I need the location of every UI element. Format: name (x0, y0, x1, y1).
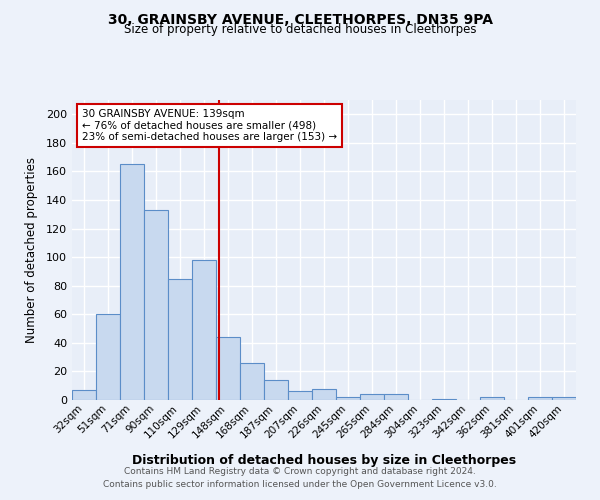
Bar (336, 397, 360, 400)
Bar (240, 363, 264, 400)
Text: 30 GRAINSBY AVENUE: 139sqm
← 76% of detached houses are smaller (498)
23% of sem: 30 GRAINSBY AVENUE: 139sqm ← 76% of deta… (82, 109, 337, 142)
Bar (216, 337, 240, 400)
Y-axis label: Number of detached properties: Number of detached properties (25, 157, 38, 343)
Bar (552, 397, 576, 400)
Bar (312, 388, 336, 400)
Bar (96, 314, 120, 400)
Text: Contains public sector information licensed under the Open Government Licence v3: Contains public sector information licen… (103, 480, 497, 489)
Bar (264, 380, 288, 400)
X-axis label: Distribution of detached houses by size in Cleethorpes: Distribution of detached houses by size … (132, 454, 516, 466)
Bar (432, 398, 456, 400)
Text: Contains HM Land Registry data © Crown copyright and database right 2024.: Contains HM Land Registry data © Crown c… (124, 467, 476, 476)
Text: Size of property relative to detached houses in Cleethorpes: Size of property relative to detached ho… (124, 22, 476, 36)
Bar (288, 392, 312, 400)
Bar (192, 260, 216, 400)
Bar (480, 397, 504, 400)
Bar (168, 278, 192, 400)
Text: 30, GRAINSBY AVENUE, CLEETHORPES, DN35 9PA: 30, GRAINSBY AVENUE, CLEETHORPES, DN35 9… (107, 12, 493, 26)
Bar (72, 390, 96, 400)
Bar (384, 394, 408, 400)
Bar (120, 164, 144, 400)
Bar (144, 210, 168, 400)
Bar (360, 394, 384, 400)
Bar (528, 397, 552, 400)
